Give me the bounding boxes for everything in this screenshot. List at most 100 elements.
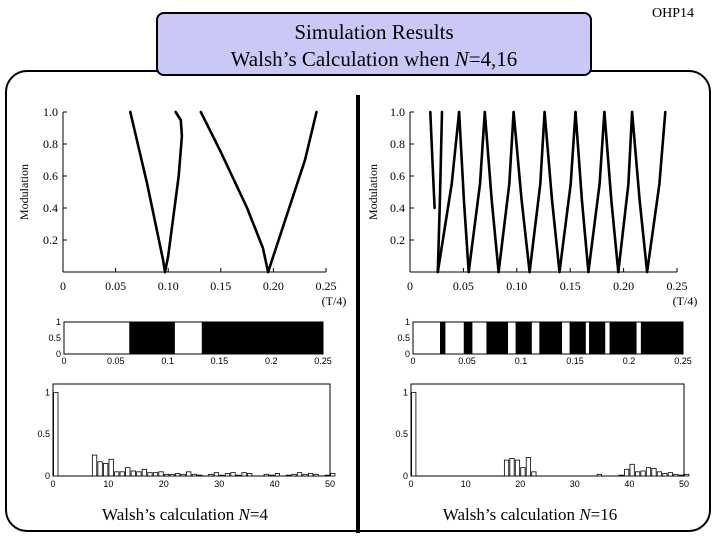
spectrum-bar: [330, 473, 336, 477]
spectrum-bar: [147, 472, 153, 477]
spectrum-bar: [53, 391, 59, 477]
y-tick-label: 0.2: [390, 233, 405, 247]
caption-right-variable: N: [579, 505, 591, 524]
modulation-curve: [574, 110, 590, 274]
x-tick-label: 0.15: [566, 356, 584, 366]
spectrum-bar: [130, 470, 136, 477]
panel-divider: [356, 95, 360, 533]
x-tick-label: 40: [624, 479, 634, 489]
spectrum-bar: [136, 471, 142, 477]
walsh-bar: [589, 322, 606, 354]
spectrum-bar: [169, 473, 175, 477]
spectrum-bar: [191, 473, 197, 477]
y-tick-label: 0.5: [395, 429, 408, 439]
modulation-curve: [497, 110, 515, 274]
spectrum-bar: [296, 472, 303, 477]
x-tick-label: 20: [159, 479, 169, 489]
spectrum-bar: [596, 473, 602, 477]
modulation-curve: [603, 110, 620, 274]
title-line-2-variable: N: [454, 47, 469, 71]
y-tick-label: 0.6: [43, 169, 58, 183]
y-tick-label: 1.0: [43, 105, 58, 119]
spectrum-bar: [175, 473, 181, 477]
spectrum-bar: [186, 471, 192, 477]
title-line-2-prefix: Walsh’s Calculation when: [230, 47, 455, 71]
x-tick-label: 0.05: [107, 356, 125, 366]
chart-mod16: 0 0.05 0.10 0.15 0.20 0.25 0.2 0.4 0.6 0.8 1.0 (T/4…: [366, 105, 697, 308]
spectrum-bar: [645, 467, 652, 477]
title-line-2-suffix: =4,16: [468, 47, 518, 71]
spectrum-bar: [235, 474, 242, 477]
modulation-curve: [457, 110, 471, 274]
modulation-curve: [163, 110, 184, 274]
x-tick-label: 0.10: [506, 279, 527, 293]
y-tick-label: 0.8: [390, 137, 405, 151]
walsh-bar: [129, 322, 175, 354]
chart-mod4: 0 0.05 0.10 0.15 0.20 0.25 0.2 0.4 0.6 0.8 1.0 (T/4…: [17, 105, 346, 308]
walsh-bar: [515, 322, 532, 354]
x-tick-label: 50: [325, 479, 335, 489]
y-tick-label: 0.5: [37, 429, 50, 439]
x-unit-label: (T/4): [673, 294, 698, 308]
walsh-bar: [463, 322, 473, 354]
modulation-curve: [483, 110, 500, 274]
x-tick-label: 0.15: [211, 356, 229, 366]
spectrum-bar: [531, 471, 537, 477]
spectrum-bar: [514, 459, 521, 477]
spectrum-bar: [163, 473, 170, 477]
spectrum-bar: [635, 471, 641, 477]
title-line-2: Walsh’s Calculation when N=4,16: [158, 46, 590, 73]
x-tick-label: 0.25: [674, 356, 692, 366]
spectrum-bar: [525, 457, 531, 477]
y-tick-label: 1: [405, 317, 410, 327]
caption-left-prefix: Walsh’s calculation: [102, 505, 239, 524]
spectrum-bar: [503, 459, 510, 477]
chart-walsh4: 0 0.05 0.1 0.15 0.2 0.25 0 0.5 1: [48, 317, 331, 366]
chart-spec16: 0 10 20 30 40 50 0 0.5 1: [395, 383, 690, 489]
walsh-bar: [569, 322, 586, 354]
spectrum-bar: [91, 454, 98, 477]
y-tick-label: 0.6: [390, 169, 405, 183]
spectrum-bar: [684, 473, 690, 477]
spectrum-bar: [263, 473, 269, 477]
modulation-curve: [129, 110, 167, 274]
spectrum-bar: [241, 472, 247, 477]
modulation-curve: [428, 110, 436, 210]
modulation-curve: [616, 110, 634, 274]
spectrum-bar: [230, 472, 236, 477]
x-tick-label: 0.05: [105, 279, 126, 293]
spectrum-bar: [97, 461, 103, 477]
spectrum-bar: [509, 458, 515, 477]
spectrum-bar: [285, 474, 292, 477]
x-tick-label: 0: [407, 279, 413, 293]
walsh-bar: [440, 322, 446, 354]
x-tick-label: 0.1: [161, 356, 174, 366]
x-tick-label: 0.2: [265, 356, 278, 366]
walsh-bar: [609, 322, 637, 354]
title-box: Simulation Results Walsh’s Calculation w…: [156, 12, 592, 76]
spectrum-bar: [274, 473, 280, 477]
x-tick-label: 0.2: [623, 356, 636, 366]
y-tick-label: 0.4: [43, 201, 58, 215]
modulation-curve: [645, 110, 667, 274]
x-tick-label: 0.05: [458, 356, 476, 366]
spectrum-bar: [213, 472, 220, 477]
x-tick-label: 20: [515, 479, 525, 489]
x-tick-label: 0: [410, 356, 415, 366]
y-tick-label: 0.4: [390, 201, 405, 215]
x-tick-label: 0.20: [613, 279, 634, 293]
plot-frame: [52, 383, 331, 477]
walsh-bar: [640, 322, 683, 354]
x-tick-label: 0: [50, 479, 55, 489]
spectrum-bar: [114, 471, 120, 477]
spectrum-bar: [662, 473, 668, 477]
spectrum-bar: [673, 473, 679, 477]
y-tick-label: 0: [405, 349, 410, 359]
spectrum-bar: [208, 473, 214, 477]
chart-walsh16: 0 0.05 0.1 0.15 0.2 0.25 0 0.5 1: [397, 317, 691, 366]
walsh-bar: [201, 322, 323, 354]
caption-left-variable: N: [238, 505, 250, 524]
x-tick-label: 0.25: [316, 279, 337, 293]
x-tick-label: 40: [270, 479, 280, 489]
